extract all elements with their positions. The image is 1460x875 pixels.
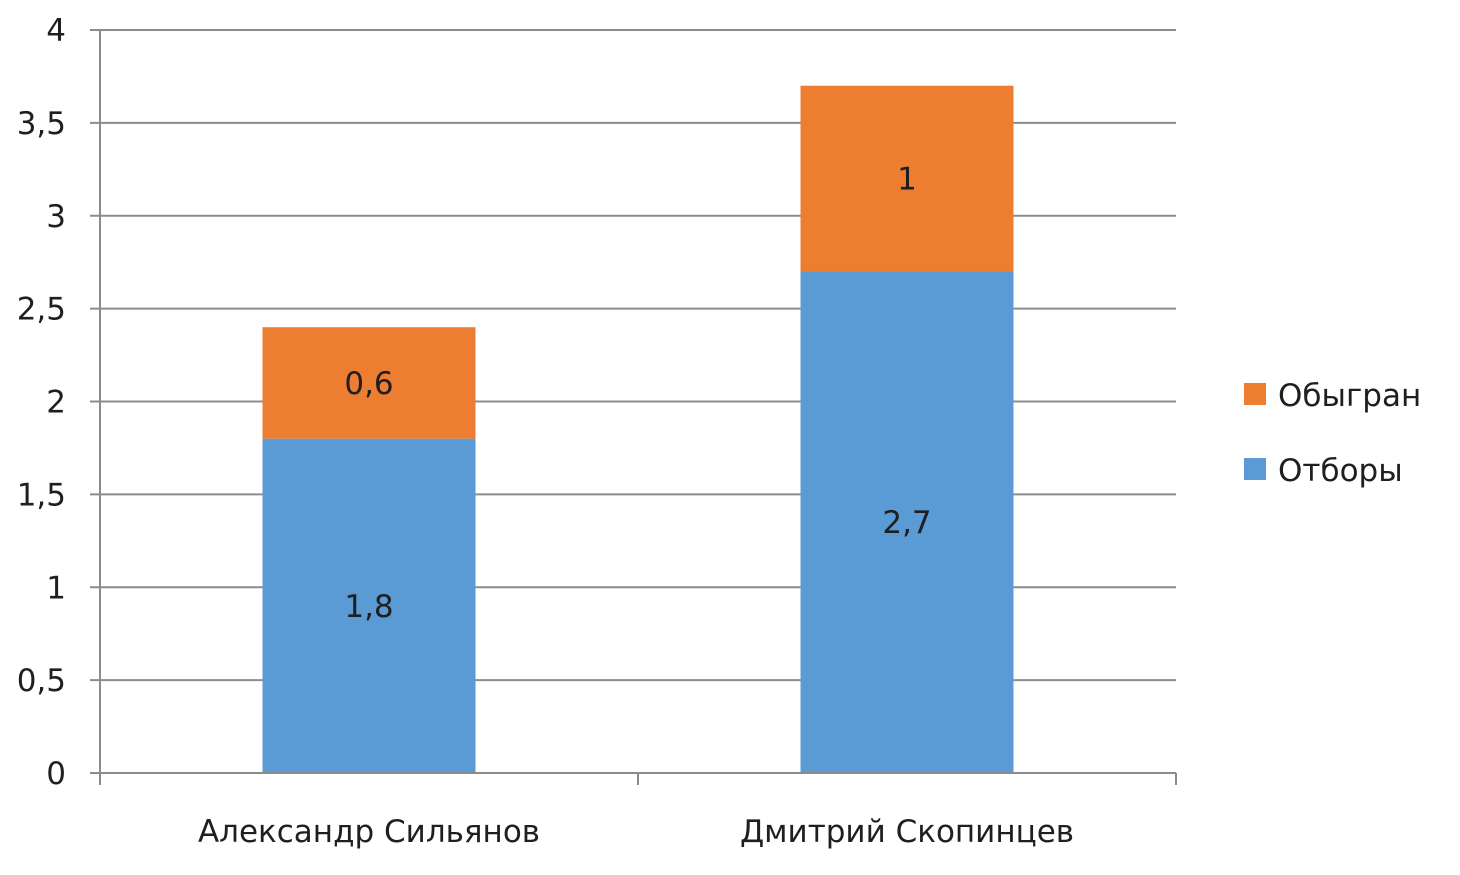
y-tick-label: 0: [46, 756, 66, 792]
bar-segment-obygran: [262, 327, 476, 439]
legend-label: Отборы: [1278, 453, 1403, 489]
y-tick-label: 3: [46, 199, 66, 235]
y-tick-label: 2: [46, 385, 66, 421]
legend-swatch: [1244, 458, 1266, 480]
data-label: 0,6: [344, 366, 393, 402]
data-labels: 1,8 0,6 2,7 1: [344, 162, 931, 625]
y-tick-label: 4: [46, 13, 66, 49]
y-tick-label: 0,5: [17, 663, 66, 699]
y-tick-label: 1: [46, 570, 66, 606]
data-label: 2,7: [882, 505, 931, 541]
bar-segment-otbory: [262, 438, 476, 773]
data-label: 1: [897, 162, 917, 198]
bar-segment-obygran: [800, 85, 1014, 272]
axes: 0 0,5 1 1,5 2 2,5 3 3,5 4 Александр Сильянов Дмитр…: [17, 13, 1177, 850]
y-tick-label: 3,5: [17, 106, 66, 142]
bars: [262, 85, 1014, 773]
x-category-label: Александр Сильянов: [198, 814, 540, 850]
legend-swatch: [1244, 383, 1266, 405]
data-label: 1,8: [344, 589, 393, 625]
y-tick-label: 2,5: [17, 292, 66, 328]
legend: Обыгран Отборы: [1244, 378, 1421, 489]
legend-label: Обыгран: [1278, 378, 1421, 414]
x-category-label: Дмитрий Скопинцев: [740, 814, 1074, 850]
y-tick-label: 1,5: [17, 477, 66, 513]
bar-segment-otbory: [800, 271, 1014, 773]
